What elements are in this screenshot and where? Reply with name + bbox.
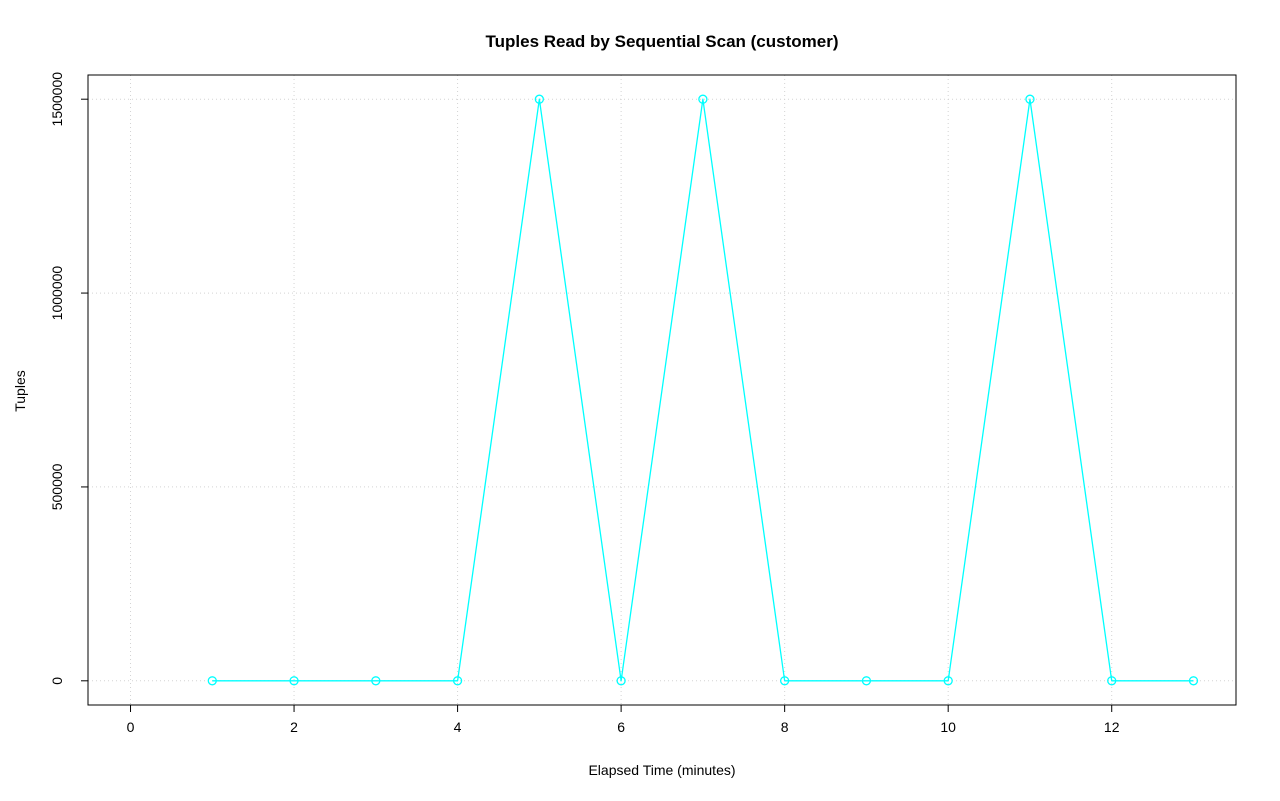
x-tick-label: 10 [940,719,956,735]
data-point [371,676,381,686]
chart-title: Tuples Read by Sequential Scan (customer… [485,32,839,51]
y-tick-label: 500000 [49,463,65,510]
data-point [1025,94,1035,104]
plot-box [87,74,1237,706]
data-point [943,676,953,686]
x-tick-label: 2 [290,719,298,735]
x-tick-label: 4 [454,719,462,735]
y-tick-label: 1000000 [49,266,65,321]
data-line [212,98,1194,682]
data-point [534,94,545,104]
x-tick-label: 6 [617,719,625,735]
y-tick-label: 1500000 [49,72,65,127]
data-point [1107,676,1117,686]
y-axis-label: Tuples [12,370,28,412]
data-point [207,676,217,686]
x-axis-label: Elapsed Time (minutes) [588,762,736,778]
x-tick-label: 8 [781,719,789,735]
data-point [1188,676,1199,686]
data-point [289,676,299,686]
x-tick-label: 0 [127,719,135,735]
data-point [861,676,872,686]
x-tick-label: 12 [1104,719,1120,735]
data-point [616,676,626,686]
y-tick-label: 0 [49,677,65,685]
data-point [452,676,463,686]
data-point [779,676,790,686]
data-point [698,94,708,104]
